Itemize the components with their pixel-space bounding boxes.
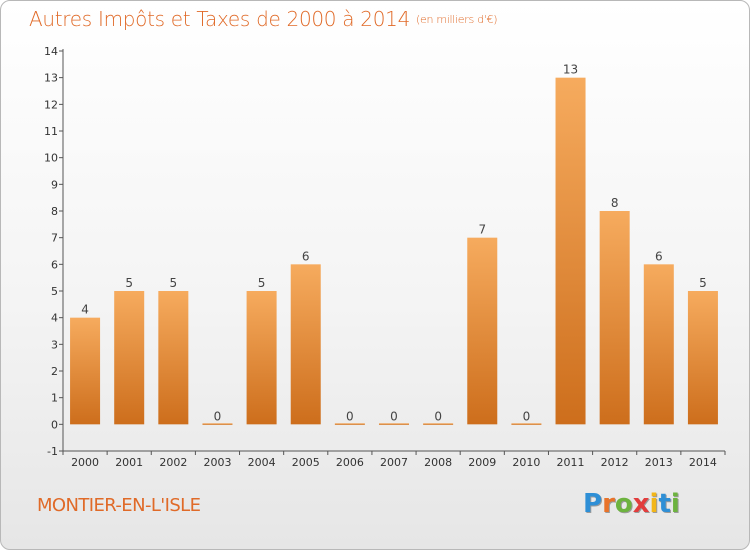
- x-tick-label: 2001: [115, 456, 143, 469]
- bar-value-label: 5: [699, 276, 707, 290]
- logo-letter: t: [658, 489, 671, 519]
- bar: [423, 423, 454, 425]
- x-tick-label: 2002: [159, 456, 187, 469]
- logo-letter: i: [649, 489, 659, 519]
- y-tick-label: 12: [44, 98, 58, 111]
- bar: [687, 291, 718, 425]
- commune-name: MONTIER-EN-L'ISLE: [37, 495, 201, 516]
- x-tick-label: 2000: [71, 456, 99, 469]
- logo-letter: i: [670, 489, 680, 519]
- x-tick-label: 2005: [292, 456, 320, 469]
- y-tick-label: 4: [51, 312, 58, 325]
- bar-value-label: 13: [563, 63, 578, 77]
- bar: [246, 291, 277, 425]
- x-tick-label: 2014: [689, 456, 717, 469]
- bar-value-label: 6: [655, 249, 663, 263]
- y-tick-label: -1: [47, 445, 58, 458]
- y-tick-label: 3: [51, 338, 58, 351]
- logo-letter: x: [632, 489, 650, 519]
- y-tick-label: 10: [44, 152, 58, 165]
- bar: [334, 423, 365, 425]
- bar: [202, 423, 233, 425]
- x-tick-label: 2008: [424, 456, 452, 469]
- x-tick-label: 2010: [512, 456, 540, 469]
- bar-value-label: 4: [81, 303, 89, 317]
- bar-value-label: 8: [611, 196, 619, 210]
- x-tick-label: 2009: [468, 456, 496, 469]
- y-tick-label: 13: [44, 72, 58, 85]
- y-tick-label: 0: [51, 418, 58, 431]
- y-tick-label: 8: [51, 205, 58, 218]
- bar-value-label: 5: [258, 276, 266, 290]
- bar-value-label: 0: [390, 409, 398, 423]
- x-tick-label: 2013: [645, 456, 673, 469]
- bar: [378, 423, 410, 425]
- bar-value-label: 5: [125, 276, 133, 290]
- x-tick-label: 2006: [336, 456, 364, 469]
- x-tick-label: 2003: [203, 456, 231, 469]
- bar: [114, 291, 145, 425]
- bar-value-label: 0: [346, 409, 354, 423]
- y-tick-label: 14: [44, 45, 58, 58]
- chart-title-text: Autres Impôts et Taxes de 2000 à 2014: [29, 7, 410, 31]
- y-tick-label: 7: [51, 232, 58, 245]
- bar-value-label: 6: [302, 249, 310, 263]
- bar-value-label: 0: [523, 409, 531, 423]
- x-tick-label: 2011: [557, 456, 585, 469]
- y-tick-label: 11: [44, 125, 58, 138]
- x-tick-label: 2012: [601, 456, 629, 469]
- bar: [643, 264, 674, 425]
- logo-letter: P: [583, 489, 603, 519]
- chart-unit: (en milliers d'€): [416, 13, 498, 26]
- y-tick-label: 6: [51, 258, 58, 271]
- chart-title: Autres Impôts et Taxes de 2000 à 2014 (en…: [29, 7, 497, 31]
- proxiti-logo[interactable]: Proxiti: [583, 489, 680, 519]
- bar-value-label: 5: [170, 276, 178, 290]
- bar: [555, 77, 586, 425]
- logo-letter: o: [614, 489, 633, 519]
- bar: [290, 264, 321, 425]
- y-tick-label: 2: [51, 365, 58, 378]
- bar: [158, 291, 189, 425]
- y-tick-label: 5: [51, 285, 58, 298]
- y-tick-label: 9: [51, 178, 58, 191]
- x-tick-label: 2004: [248, 456, 276, 469]
- y-tick-label: 1: [51, 392, 58, 405]
- bar-value-label: 0: [214, 409, 222, 423]
- bar: [511, 423, 542, 425]
- logo-letter: r: [602, 489, 615, 519]
- bar-value-label: 7: [478, 223, 486, 237]
- bar: [467, 237, 498, 425]
- bar: [70, 317, 101, 425]
- bar: [599, 211, 630, 425]
- x-tick-label: 2007: [380, 456, 408, 469]
- bar-value-label: 0: [434, 409, 442, 423]
